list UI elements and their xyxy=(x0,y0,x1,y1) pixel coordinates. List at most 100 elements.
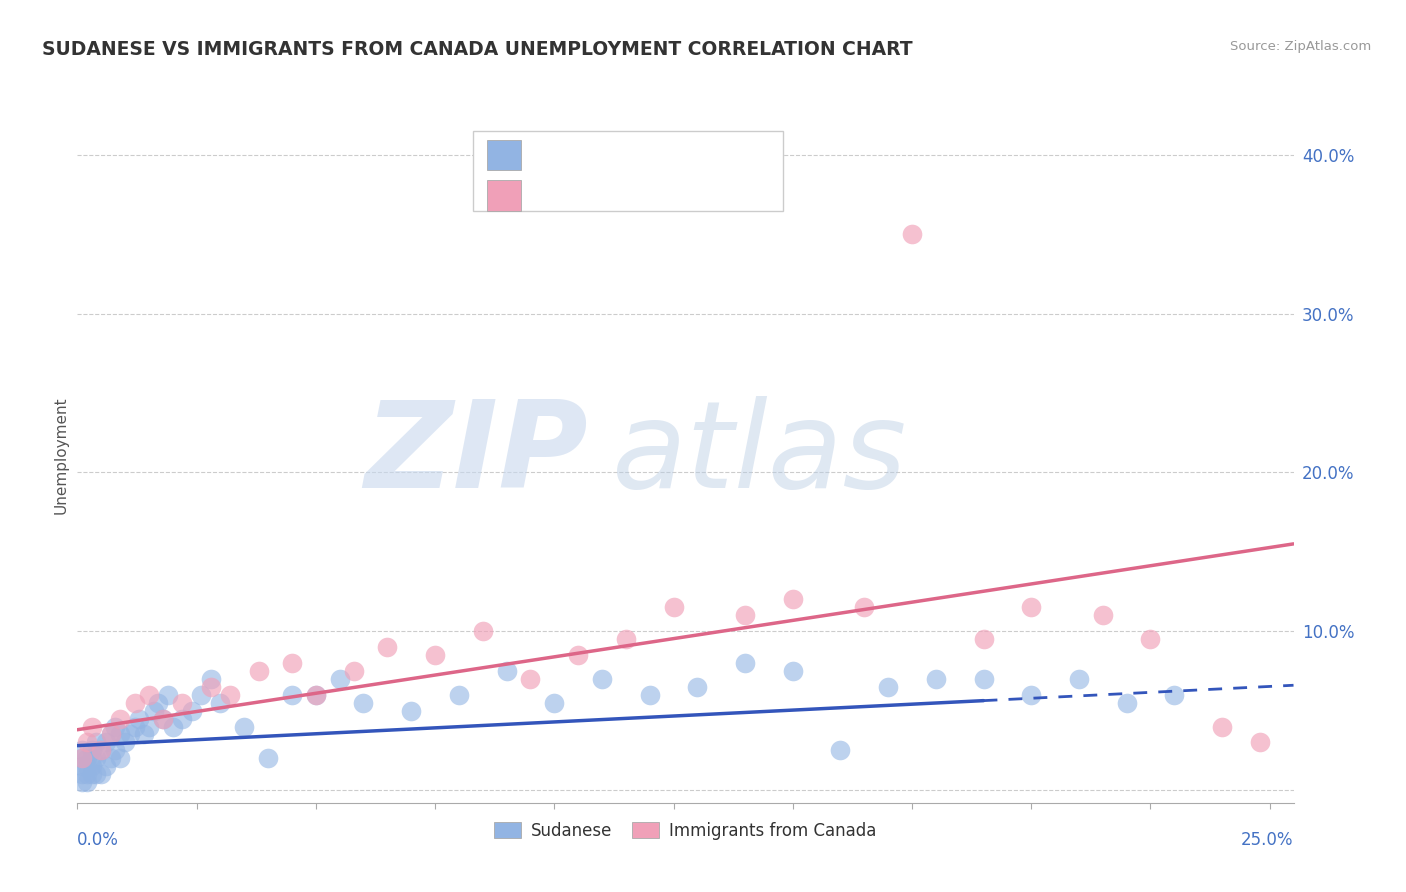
Point xyxy=(138,688,160,702)
Point xyxy=(100,727,122,741)
Point xyxy=(495,664,517,678)
Point xyxy=(1067,672,1090,686)
Point xyxy=(305,688,328,702)
Text: SUDANESE VS IMMIGRANTS FROM CANADA UNEMPLOYMENT CORRELATION CHART: SUDANESE VS IMMIGRANTS FROM CANADA UNEMP… xyxy=(42,40,912,59)
Point xyxy=(343,664,366,678)
Text: ZIP: ZIP xyxy=(364,396,588,514)
Point xyxy=(1211,720,1233,734)
Point xyxy=(172,696,194,710)
Point xyxy=(70,751,93,765)
Point xyxy=(423,648,446,662)
Point xyxy=(94,759,117,773)
Point xyxy=(76,775,98,789)
Point xyxy=(80,759,103,773)
Point xyxy=(782,592,804,607)
Point xyxy=(110,751,132,765)
Point xyxy=(853,600,876,615)
FancyBboxPatch shape xyxy=(472,131,783,211)
Text: R =  0.146    N = 65: R = 0.146 N = 65 xyxy=(536,146,703,164)
Point xyxy=(110,727,132,741)
Point xyxy=(1163,688,1185,702)
Point xyxy=(591,672,613,686)
Point xyxy=(973,632,995,647)
Point xyxy=(128,712,150,726)
Point xyxy=(80,720,103,734)
Point xyxy=(209,696,232,710)
Point xyxy=(200,672,222,686)
Point xyxy=(734,656,756,670)
Point xyxy=(782,664,804,678)
Point xyxy=(1019,600,1042,615)
Point xyxy=(124,696,146,710)
Point xyxy=(80,743,103,757)
Point xyxy=(471,624,494,639)
Legend: Sudanese, Immigrants from Canada: Sudanese, Immigrants from Canada xyxy=(488,815,883,847)
Text: 0.0%: 0.0% xyxy=(77,830,120,848)
FancyBboxPatch shape xyxy=(488,140,522,170)
Y-axis label: Unemployment: Unemployment xyxy=(53,396,69,514)
Point xyxy=(281,688,304,702)
Point xyxy=(86,767,108,781)
Point xyxy=(614,632,637,647)
Point xyxy=(233,720,256,734)
Point xyxy=(257,751,280,765)
Point xyxy=(329,672,352,686)
Point xyxy=(70,767,93,781)
Point xyxy=(447,688,470,702)
Point xyxy=(973,672,995,686)
Point xyxy=(76,759,98,773)
Point xyxy=(156,688,179,702)
Point xyxy=(180,704,202,718)
Point xyxy=(152,712,174,726)
Point xyxy=(100,751,122,765)
FancyBboxPatch shape xyxy=(488,180,522,211)
Point xyxy=(110,712,132,726)
Text: Source: ZipAtlas.com: Source: ZipAtlas.com xyxy=(1230,40,1371,54)
Point xyxy=(1019,688,1042,702)
Point xyxy=(734,608,756,623)
Point xyxy=(70,751,93,765)
Point xyxy=(925,672,948,686)
Point xyxy=(80,767,103,781)
Point xyxy=(90,767,112,781)
Point xyxy=(70,759,93,773)
Point xyxy=(247,664,270,678)
Point xyxy=(90,743,112,757)
Point xyxy=(1249,735,1271,749)
Point xyxy=(543,696,565,710)
Point xyxy=(152,712,174,726)
Text: atlas: atlas xyxy=(613,396,908,514)
Point xyxy=(901,227,924,241)
Point xyxy=(86,735,108,749)
Point xyxy=(567,648,589,662)
Point xyxy=(86,751,108,765)
Point xyxy=(104,743,127,757)
Point xyxy=(90,743,112,757)
Point xyxy=(353,696,375,710)
Point xyxy=(877,680,900,694)
Point xyxy=(124,720,146,734)
Point xyxy=(305,688,328,702)
Point xyxy=(148,696,170,710)
Point xyxy=(132,727,155,741)
Point xyxy=(662,600,685,615)
Text: 25.0%: 25.0% xyxy=(1241,830,1294,848)
Point xyxy=(281,656,304,670)
Point xyxy=(638,688,661,702)
Point xyxy=(1115,696,1137,710)
Point xyxy=(142,704,165,718)
Point xyxy=(200,680,222,694)
Point xyxy=(399,704,422,718)
Point xyxy=(519,672,541,686)
Point xyxy=(830,743,852,757)
Text: R =  0.355    N = 33: R = 0.355 N = 33 xyxy=(536,186,703,204)
Point xyxy=(104,720,127,734)
Point xyxy=(190,688,212,702)
Point xyxy=(100,727,122,741)
Point xyxy=(375,640,398,654)
Point xyxy=(76,735,98,749)
Point xyxy=(172,712,194,726)
Point xyxy=(76,751,98,765)
Point xyxy=(94,735,117,749)
Point xyxy=(80,751,103,765)
